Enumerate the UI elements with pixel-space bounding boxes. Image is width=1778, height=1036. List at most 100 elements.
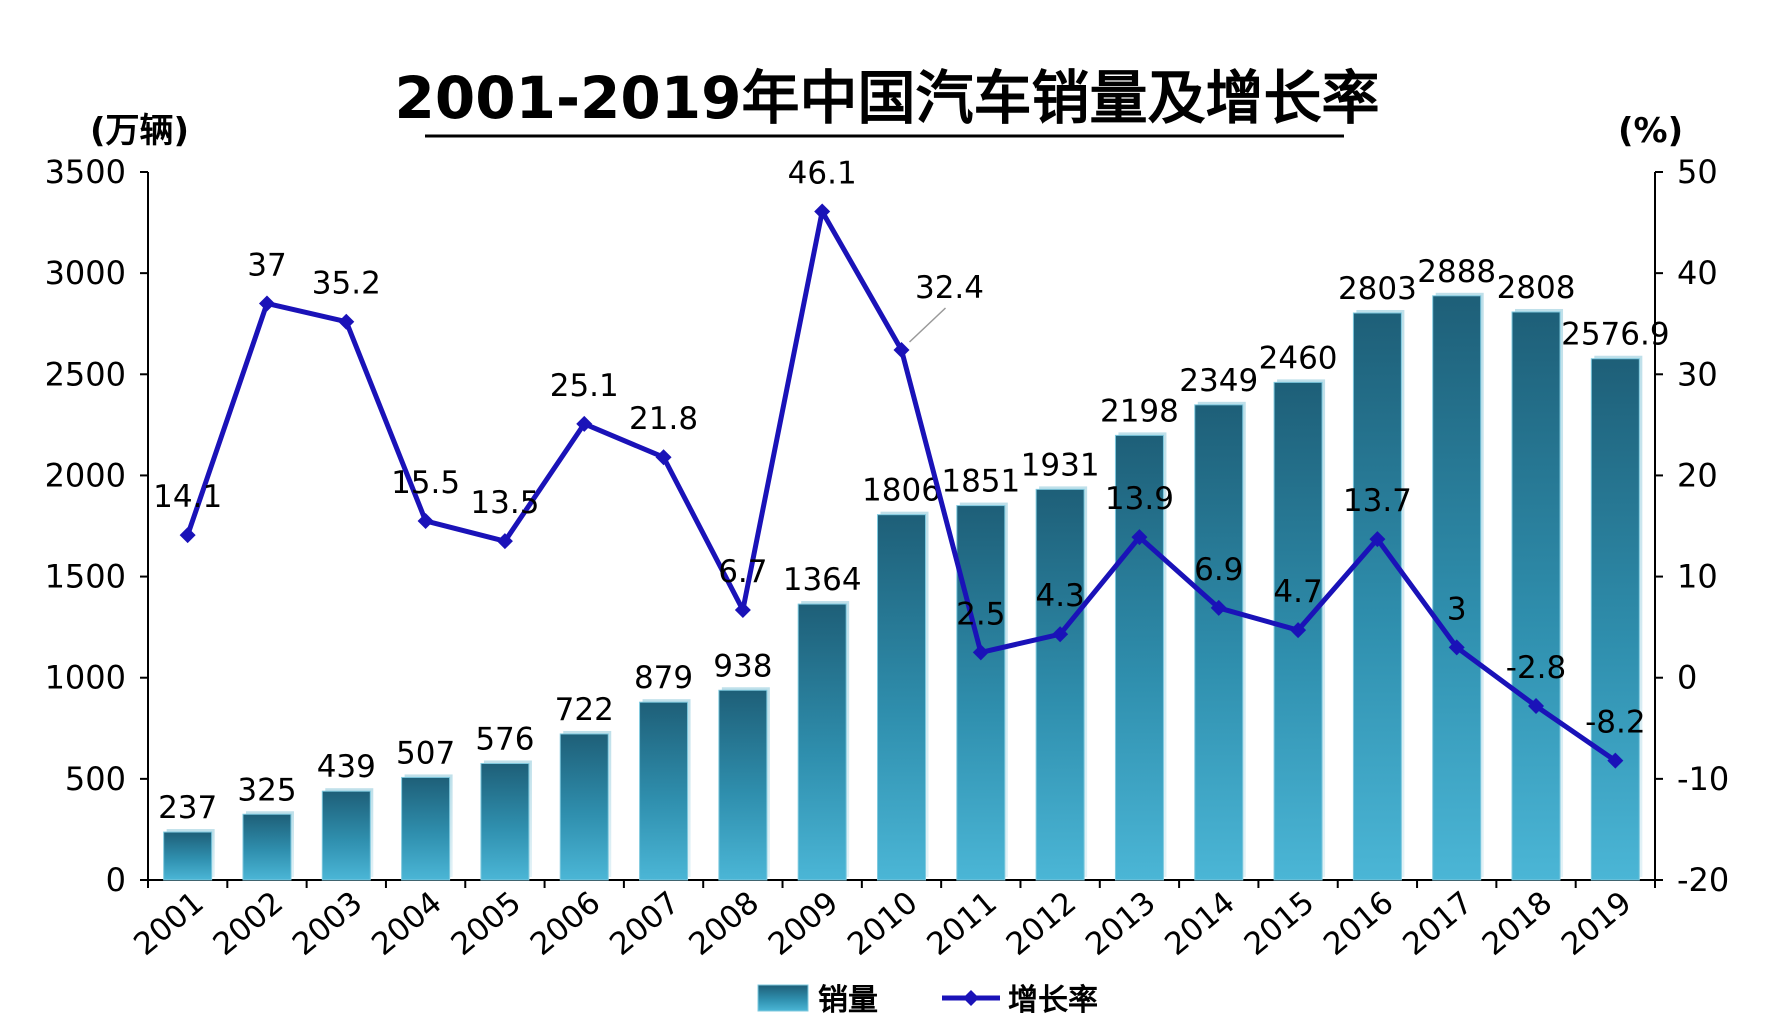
x-tick-label: 2005 [444,885,528,963]
bar-value-label: 722 [555,692,614,728]
x-tick-label: 2006 [524,885,608,963]
bar-value-label: 1364 [783,562,862,598]
bar [639,701,689,881]
line-point [1369,531,1386,548]
line-point [417,512,434,529]
line-point [496,533,513,550]
bar [163,831,213,881]
bar-value-label: 2460 [1259,340,1338,376]
bar [401,776,451,881]
line-value-label: 4.7 [1273,574,1322,610]
bar-value-label: 2888 [1417,254,1496,290]
bar [1511,311,1561,881]
axes: 0 500 1000 1500 2000 2500 3000 3500 -20 -10 0 10 20 3… [45,153,1730,899]
x-tick-label: 2019 [1555,885,1639,963]
x-tick-label: 2014 [1158,885,1242,963]
bar-value-label: 507 [396,735,455,771]
right-tick-label: 0 [1677,659,1697,697]
bar [877,514,926,881]
right-tick-label: 40 [1677,254,1718,292]
bar-value-label: 2198 [1100,393,1179,429]
line-point [1131,529,1148,546]
legend-bar-swatch [757,984,809,1012]
label-leader-line [908,307,947,343]
line-value-label: 6.9 [1194,552,1243,588]
left-tick-label: 2500 [45,355,126,393]
line-point [655,449,672,466]
left-tick-label: 1000 [45,659,126,697]
line-point [1528,698,1545,715]
x-tick-label: 2004 [365,885,449,963]
bar [480,762,530,881]
bar [1194,404,1244,881]
line-value-label: 35.2 [312,266,381,302]
line-point [1052,626,1069,643]
x-tick-label: 2010 [841,885,925,963]
left-tick-label: 3500 [45,153,126,191]
bar [797,603,847,881]
bar-series [163,292,1643,881]
left-tick-label: 1500 [45,558,126,596]
bar-value-label: 2803 [1338,271,1417,307]
legend-line-marker [963,990,979,1006]
x-tick-label: 2016 [1317,885,1401,963]
x-tick-label: 2008 [682,885,766,963]
x-tick-label: 2002 [207,885,291,963]
bar-value-label: 2576.9 [1561,317,1669,353]
line-point [814,203,831,220]
bar [1035,488,1085,881]
line-point [576,415,593,432]
bar-value-label: 879 [634,660,693,696]
line-point [179,527,196,544]
line-point [1290,622,1307,639]
left-tick-label: 500 [65,760,126,798]
bar-value-label: 439 [317,749,376,785]
x-tick-label: 2018 [1476,885,1560,963]
bar [242,813,292,881]
bar [1432,295,1482,881]
x-tick-label: 2013 [1079,885,1163,963]
line-point [1607,752,1624,769]
x-tick-label: 2009 [762,885,846,963]
bar-value-label: 2349 [1179,363,1258,399]
right-tick-label: 30 [1677,355,1718,393]
line-data-labels: 14.1 37 35.2 15.5 13.5 25.1 21.8 6.7 46.1 32.4 2.5… [153,155,1645,740]
bar [718,689,768,881]
right-tick-label: 10 [1677,558,1718,596]
bar-value-label: 576 [475,721,534,757]
line-value-label: 13.5 [470,485,539,521]
bar-value-label: 1931 [1021,447,1100,483]
left-tick-label: 3000 [45,254,126,292]
line-value-label: 13.9 [1105,481,1174,517]
x-tick-label: 2011 [920,885,1004,963]
line-value-label: 14.1 [153,479,222,515]
line-value-label: 32.4 [915,270,984,306]
bar-value-label: 1851 [941,464,1020,500]
bar-value-label: 1806 [862,473,941,509]
line-point [734,601,751,618]
bar-value-label: 2808 [1497,270,1576,306]
line-value-label: 46.1 [788,155,857,191]
x-tick-label: 2015 [1238,885,1322,963]
legend: 销量 增长率 [757,983,1098,1018]
right-tick-label: -10 [1677,760,1729,798]
line-value-label: 3 [1447,591,1467,627]
legend-line-label: 增长率 [1008,983,1098,1018]
left-tick-label: 0 [106,861,126,899]
right-tick-label: -20 [1677,861,1729,899]
line-point [1448,639,1465,656]
right-axis-unit: (%) [1618,111,1683,151]
bar [321,790,371,881]
left-axis-unit: (万辆) [90,111,189,151]
x-tick-label: 2001 [127,885,211,963]
bar [1114,434,1164,881]
line-value-label: -2.8 [1506,650,1567,686]
bar [1590,358,1640,881]
x-axis-tick-labels: 2001200220032004200520062007200820092010… [127,885,1638,963]
line-point [258,295,275,312]
chart-title: 2001-2019年中国汽车销量及增长率 [395,64,1380,132]
bar-data-labels: 237 325 439 507 576 722 879 938 1364 1806 1851 1931… [158,254,1670,826]
bar-value-label: 938 [713,648,772,684]
line-value-label: -8.2 [1585,705,1646,741]
